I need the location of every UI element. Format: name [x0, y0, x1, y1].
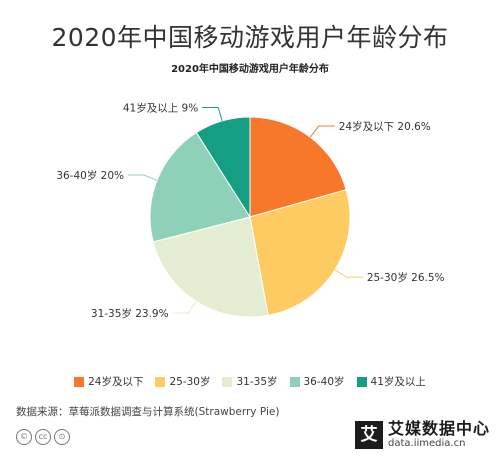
license-icons: © cc ⊙: [16, 429, 70, 445]
leader-line: [172, 300, 197, 314]
page-title: 2020年中国移动游戏用户年龄分布: [51, 23, 449, 52]
slice-labels: 24岁及以下 20.6% 25-30岁 26.5% 31-35岁 23.9% 36-4…: [56, 102, 444, 321]
legend-item: 25-30岁: [155, 374, 210, 389]
chart-legend: 24岁及以下 25-30岁 31-35岁 36-40岁 41岁及以上: [0, 374, 500, 389]
legend-item: 24岁及以下: [74, 374, 143, 389]
pie-slice: [195, 116, 251, 219]
leader-line: [128, 174, 158, 181]
slice-label: 36-40岁 20%: [56, 169, 124, 182]
brand-logo: 艾: [354, 421, 383, 449]
brand: 艾 艾媒数据中心 data.iimedia.cn: [354, 419, 490, 450]
pie-slices: [149, 116, 351, 318]
pie-slice: [152, 216, 269, 318]
legend-swatch: [356, 376, 367, 387]
leader-line: [202, 107, 223, 122]
slice-label: 31-35岁 23.9%: [91, 307, 169, 320]
data-source: 数据来源：草莓派数据调查与计算系统(Strawberry Pie): [16, 406, 280, 418]
pie-chart: 24岁及以下 20.6% 25-30岁 26.5% 31-35岁 23.9% 36-4…: [56, 102, 444, 321]
legend-swatch: [74, 376, 85, 387]
brand-url: data.iimedia.cn: [387, 438, 466, 449]
legend-swatch: [155, 376, 166, 387]
leader-line: [309, 125, 335, 138]
chart-title: 2020年中国移动游戏用户年龄分布: [171, 64, 329, 75]
legend-label: 25-30岁: [169, 376, 211, 388]
legend-swatch: [222, 376, 233, 387]
legend-label: 31-35岁: [236, 376, 278, 388]
copyright-icon: ©: [16, 429, 32, 445]
legend-item: 41岁及以上: [356, 374, 426, 389]
slice-leader-lines: [128, 107, 363, 314]
legend-swatch: [289, 376, 300, 387]
attribution-icon: ⊙: [54, 429, 70, 445]
legend-label: 41岁及以上: [370, 376, 426, 388]
leader-line: [334, 269, 363, 278]
legend-label: 24岁及以下: [88, 376, 144, 388]
slice-label: 25-30岁 26.5%: [367, 271, 445, 284]
slice-label: 41岁及以上 9%: [123, 102, 198, 115]
slice-label: 24岁及以下 20.6%: [339, 120, 431, 133]
legend-item: 36-40岁: [289, 374, 345, 389]
legend-label: 36-40岁: [303, 376, 345, 388]
cc-icon: cc: [35, 429, 51, 445]
legend-item: 31-35岁: [222, 374, 278, 389]
brand-name: 艾媒数据中心: [387, 419, 490, 438]
